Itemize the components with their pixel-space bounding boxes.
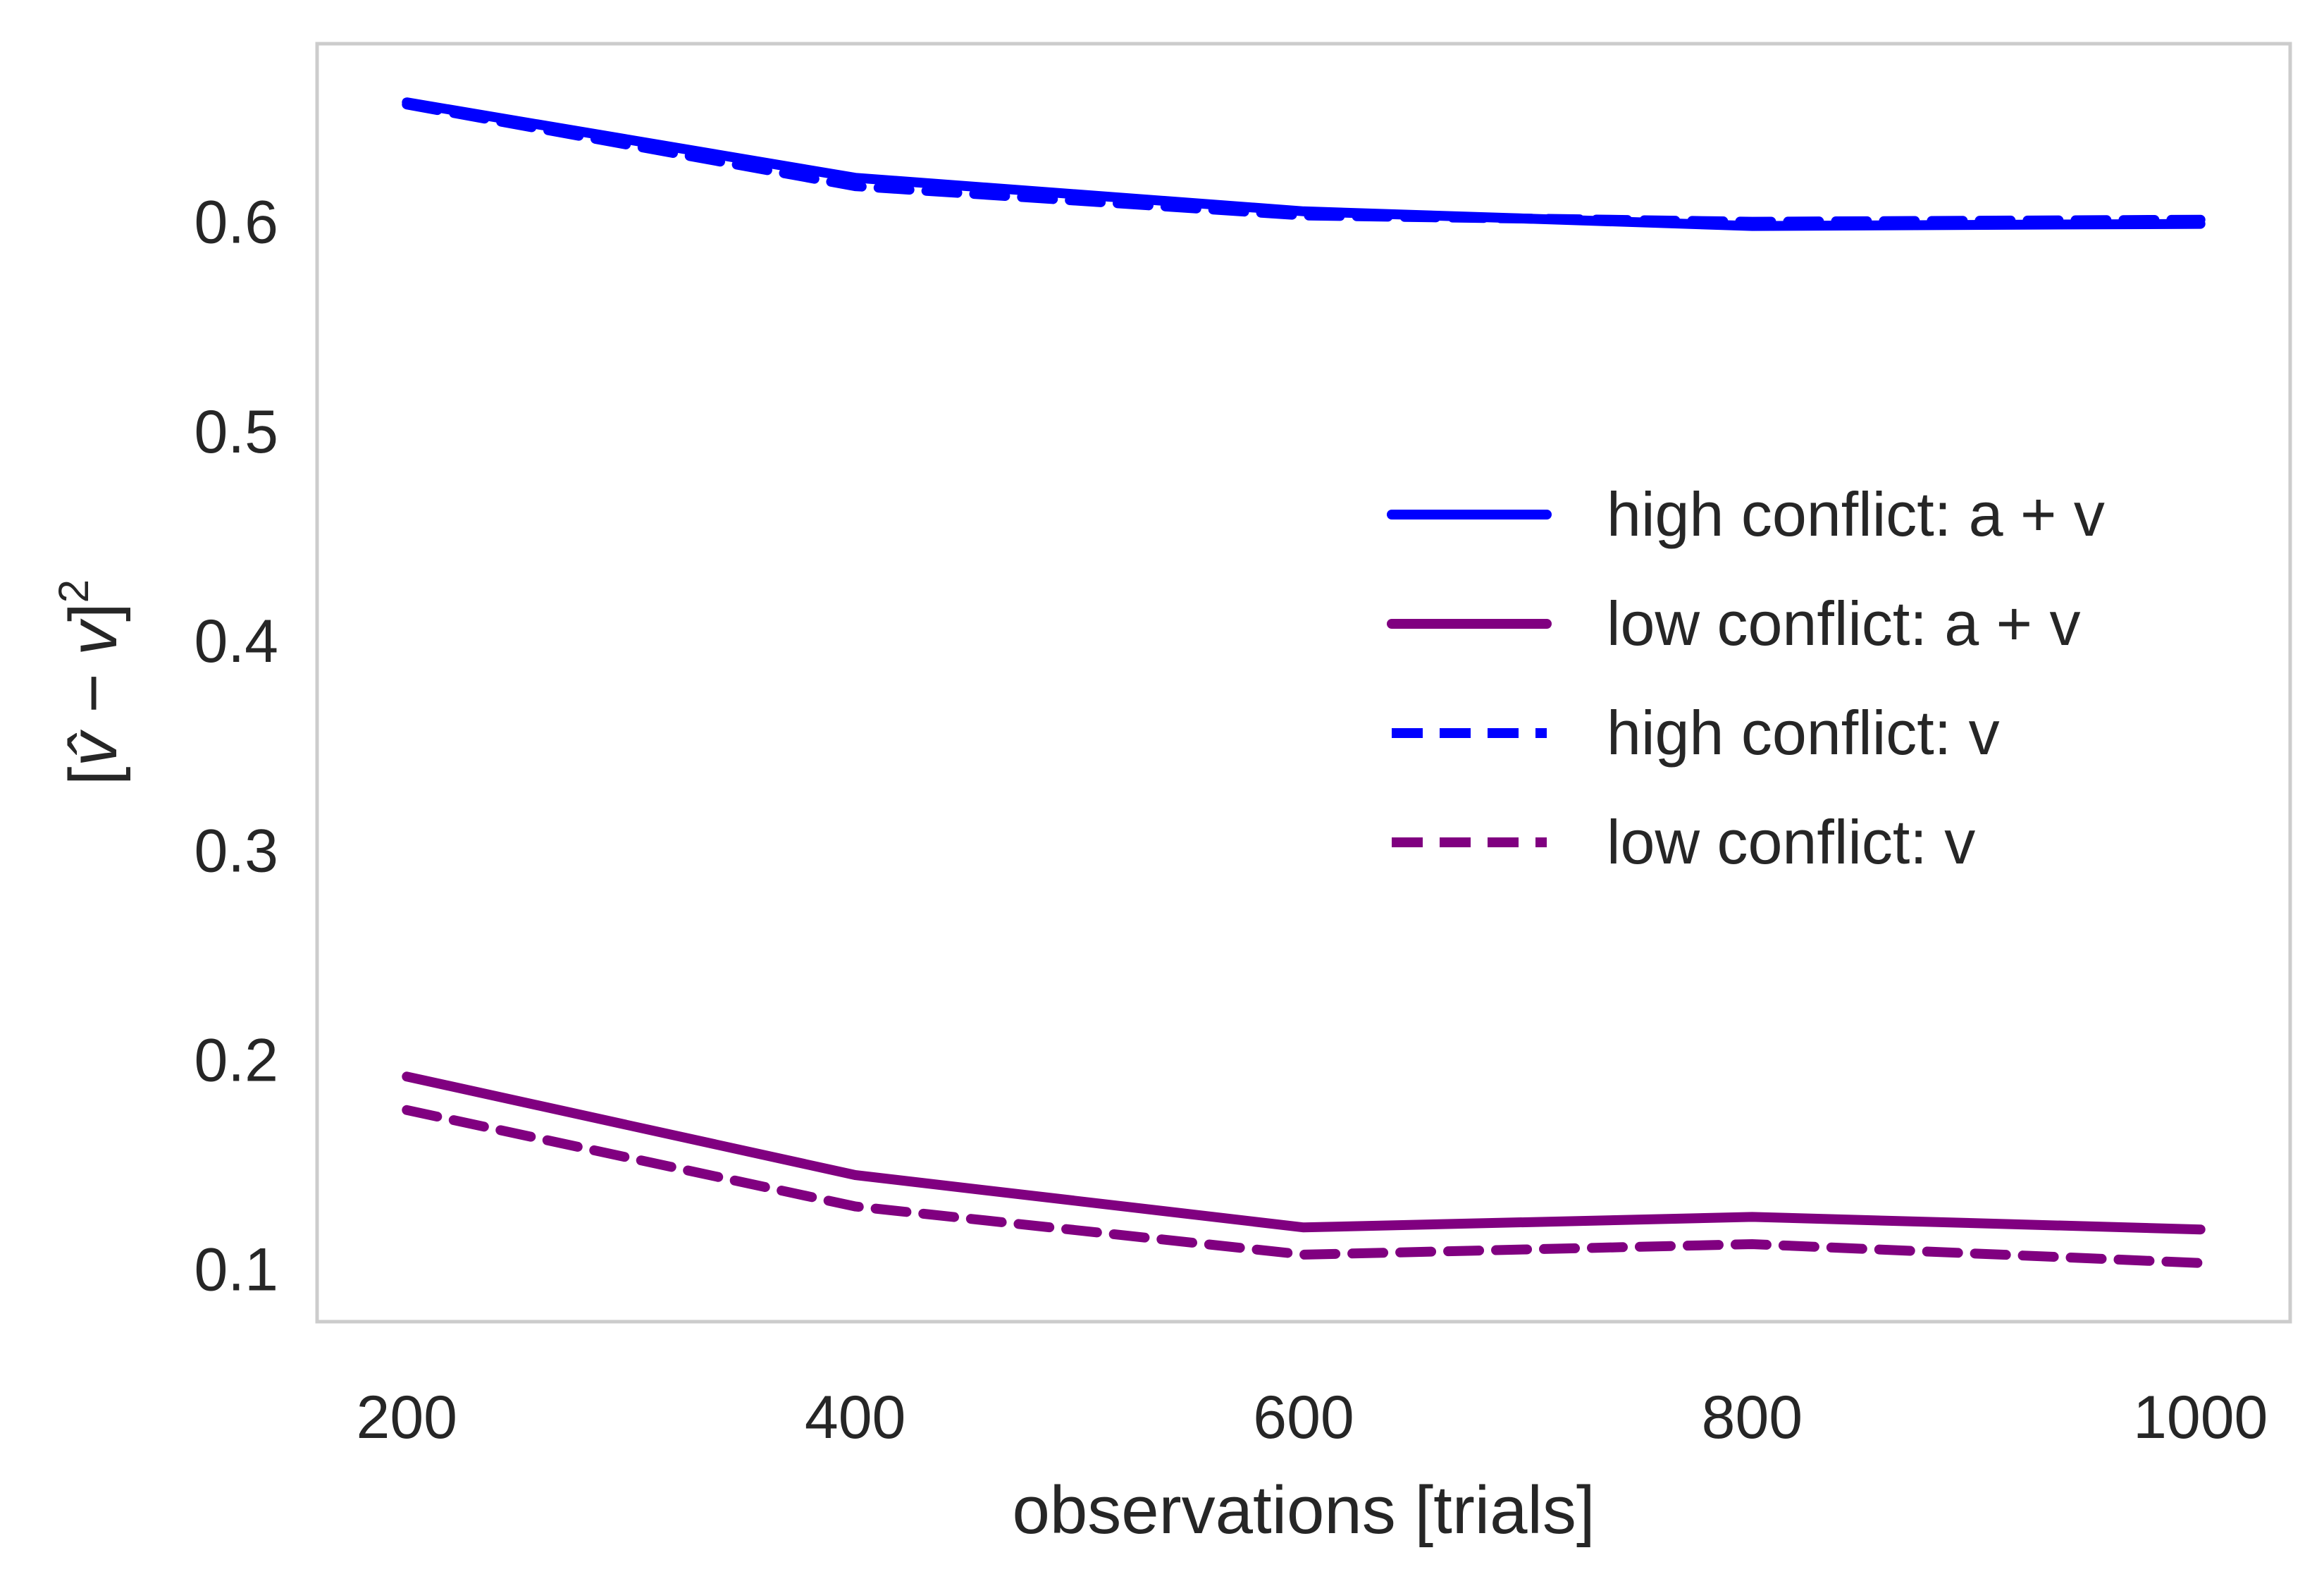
y-axis-label-suffix: ] (56, 603, 131, 622)
y-axis-label-main: v̂ − v (56, 618, 131, 766)
x-tick-label: 800 (1702, 1384, 1803, 1451)
legend: high conflict: a + v low conflict: a + v h… (1387, 479, 2105, 877)
series-lines (402, 97, 2206, 1268)
series-line-1 (402, 97, 2206, 231)
x-axis-label: observations [trials] (1012, 1473, 1595, 1548)
legend-label: low conflict: a + v (1607, 589, 2081, 658)
legend-label: high conflict: v (1607, 698, 2000, 768)
x-tick-label: 600 (1253, 1384, 1354, 1451)
y-tick-label: 0.6 (194, 189, 278, 257)
plot-area-frame (315, 42, 2292, 1324)
legend-label: low conflict: v (1607, 807, 1975, 877)
x-tick-label: 1000 (2133, 1384, 2268, 1451)
y-tick-label: 0.1 (194, 1236, 278, 1304)
x-tick-label: 400 (805, 1384, 906, 1451)
y-tick-labels: 0.1 0.2 0.3 0.4 0.5 0.6 (194, 189, 278, 1304)
legend-label: high conflict: a + v (1607, 479, 2105, 549)
x-tick-labels: 200 400 600 800 1000 (357, 1384, 2268, 1451)
y-tick-label: 0.3 (194, 817, 278, 885)
y-tick-label: 0.2 (194, 1026, 278, 1094)
series-line-4 (402, 1105, 2206, 1268)
x-tick-label: 200 (357, 1384, 458, 1451)
series-line-2 (402, 1071, 2206, 1235)
y-axis-label: [v̂ − v]2 (50, 579, 131, 785)
y-axis-label-prefix: [ (56, 766, 131, 785)
y-axis-label-superscript: 2 (50, 579, 97, 603)
y-tick-label: 0.5 (194, 398, 278, 466)
series-line-3 (402, 99, 2206, 227)
y-tick-label: 0.4 (194, 608, 278, 675)
